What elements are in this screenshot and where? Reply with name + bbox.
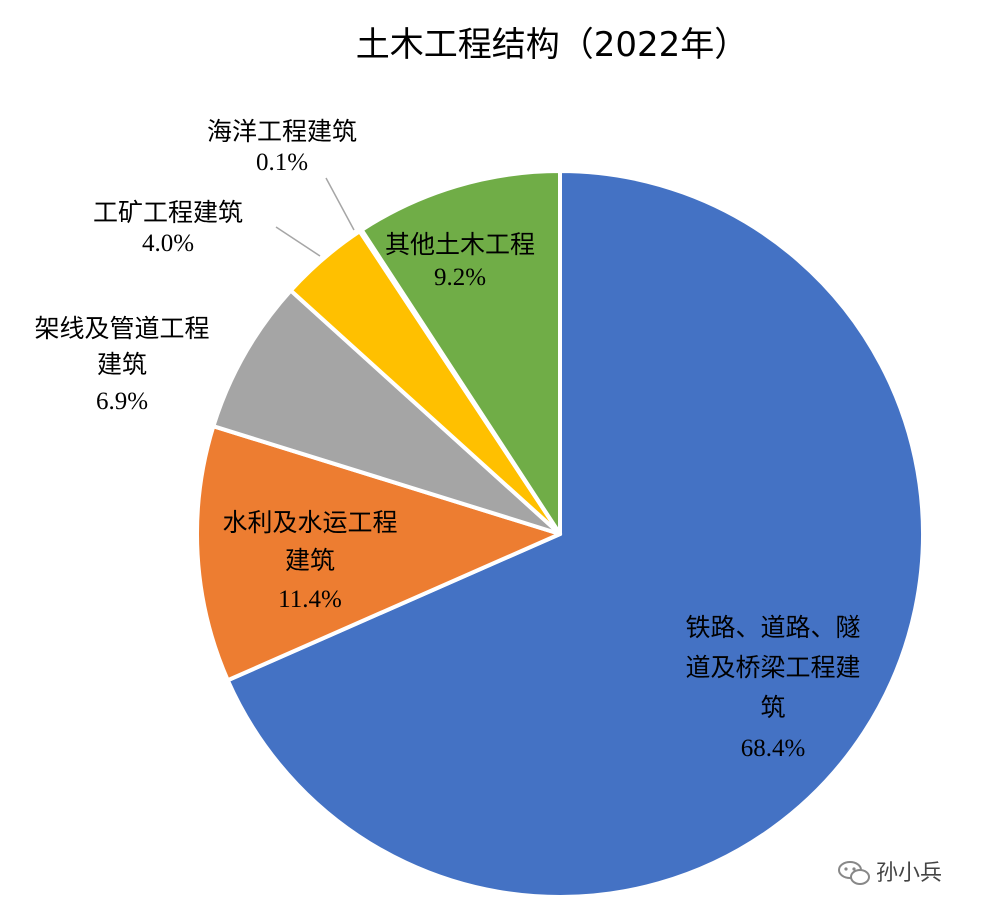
pie-slice-2 [211, 288, 562, 536]
slice-labels: 铁路、道路、隧道及桥梁工程建筑68.4%水利及水运工程建筑11.4%架线及管道工… [34, 117, 860, 762]
chart-title: 土木工程结构（2022年） [356, 25, 749, 65]
pie-slice-5 [359, 169, 562, 536]
watermark-text: 孙小兵 [876, 861, 942, 886]
pie-slice-0 [225, 169, 925, 899]
slice-label-0-line-0: 铁路、道路、隧 [685, 613, 860, 642]
slice-label-1-line-0: 水利及水运工程 [222, 508, 397, 537]
slice-label-1-line-1: 建筑 [285, 546, 335, 575]
slice-label-0-line-2: 筑 [760, 693, 785, 722]
slice-label-3-line-0: 工矿工程建筑 [93, 198, 243, 227]
slice-label-2-line-0: 架线及管道工程 [34, 314, 209, 343]
slice-value-5: 9.2% [434, 264, 486, 291]
leader-lines [275, 177, 355, 257]
pie-slice-1 [195, 424, 562, 683]
slice-label-5-line-0: 其他土木工程 [385, 230, 535, 259]
slice-value-4: 0.1% [256, 149, 308, 176]
slice-value-1: 11.4% [278, 586, 342, 613]
slice-value-3: 4.0% [142, 230, 194, 257]
leader-line-3 [275, 226, 321, 257]
slice-value-2: 6.9% [96, 388, 148, 415]
leader-line-4 [325, 177, 355, 231]
slice-value-0: 68.4% [741, 735, 806, 762]
slice-label-4-line-0: 海洋工程建筑 [207, 117, 357, 146]
watermark: 孙小兵 [838, 861, 942, 886]
wechat-icon [838, 861, 870, 885]
slice-label-2-line-1: 建筑 [97, 350, 147, 379]
pie-slices [195, 169, 925, 899]
slice-label-0-line-1: 道及桥梁工程建 [685, 653, 860, 682]
